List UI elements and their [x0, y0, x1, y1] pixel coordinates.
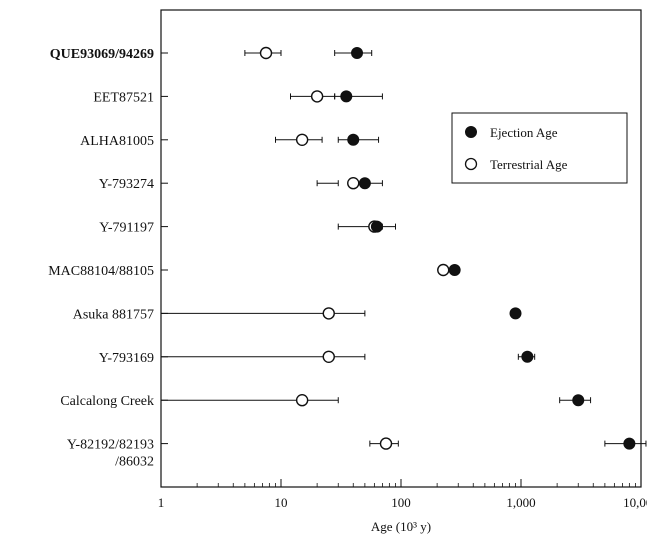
legend-terrestrial-marker	[464, 157, 478, 171]
terrestrial-age-point	[295, 394, 309, 407]
x-axis-ticks: 1 10 100 1,000 10,000	[158, 479, 647, 510]
meteorite-label: Asuka 881757	[73, 307, 154, 322]
terrestrial-age-point	[322, 350, 335, 363]
ejection-age-point	[370, 220, 383, 233]
terrestrial-age-point	[347, 176, 360, 190]
ejection-age-point	[340, 90, 353, 103]
meteorite-label: QUE93069/94269	[50, 47, 154, 62]
terrestrial-age-point	[437, 263, 450, 277]
x-tick-label: 10	[275, 495, 288, 510]
ejection-age-point	[623, 437, 636, 450]
x-tick-label: 100	[391, 495, 411, 510]
ejection-age-point	[358, 177, 371, 190]
legend: Ejection Age Terrestrial Age	[451, 112, 628, 184]
legend-label: Ejection Age	[490, 125, 558, 140]
meteorite-label: ALHA81005	[80, 134, 154, 149]
category-labels: QUE93069/94269 EET87521 ALHA81005 Y-793274 Y…	[48, 47, 168, 470]
ejection-age-point	[351, 47, 364, 59]
terrestrial-age-point	[295, 133, 309, 147]
plot-frame	[160, 9, 642, 488]
x-tick-label: 1,000	[506, 495, 535, 510]
ejection-age-point	[448, 264, 461, 276]
ejection-age-point	[521, 350, 534, 363]
meteorite-label: Y-791197	[99, 221, 154, 236]
terrestrial-age-point	[379, 437, 393, 450]
plot-border	[160, 9, 642, 488]
data-series	[161, 46, 647, 450]
terrestrial-age-point	[259, 46, 273, 60]
meteorite-label: /86032	[115, 455, 154, 470]
terrestrial-age-point	[322, 307, 335, 320]
meteorite-label: EET87521	[93, 90, 154, 105]
ejection-age-point	[347, 133, 360, 146]
meteorite-label: Y-82192/82193	[67, 438, 154, 453]
terrestrial-age-point	[310, 90, 324, 103]
x-tick-label: 1	[158, 495, 165, 510]
x-tick-label: 10,000	[623, 495, 647, 510]
legend-label: Terrestrial Age	[490, 157, 568, 172]
ejection-age-point	[509, 307, 522, 320]
meteorite-label: Y-793274	[99, 177, 154, 192]
legend-box	[451, 112, 628, 184]
ejection-age-point	[572, 394, 585, 407]
legend-ejection-marker	[465, 126, 477, 138]
meteorite-label: Calcalong Creek	[60, 394, 154, 409]
meteorite-label: Y-793169	[99, 351, 154, 366]
x-axis-title: Age (10³ y)	[371, 519, 431, 534]
meteorite-label: MAC88104/88105	[48, 264, 154, 279]
